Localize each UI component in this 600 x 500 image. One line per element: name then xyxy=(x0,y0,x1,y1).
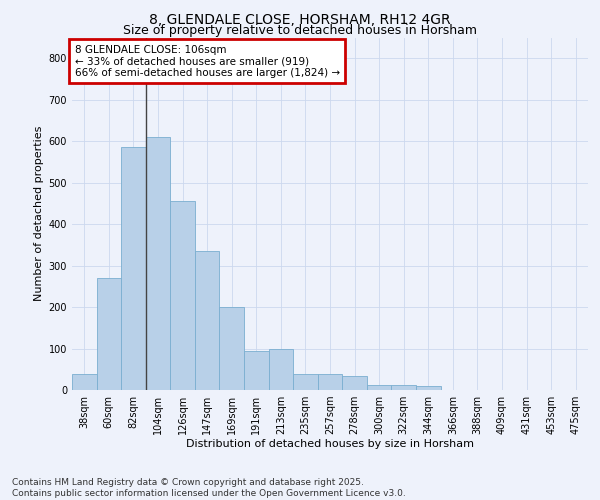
Bar xyxy=(244,352,269,390)
Bar xyxy=(318,374,342,390)
Bar xyxy=(342,376,367,390)
Bar xyxy=(146,137,170,390)
Y-axis label: Number of detached properties: Number of detached properties xyxy=(34,126,44,302)
Bar xyxy=(367,385,391,390)
X-axis label: Distribution of detached houses by size in Horsham: Distribution of detached houses by size … xyxy=(186,438,474,448)
Text: 8 GLENDALE CLOSE: 106sqm
← 33% of detached houses are smaller (919)
66% of semi-: 8 GLENDALE CLOSE: 106sqm ← 33% of detach… xyxy=(74,44,340,78)
Bar xyxy=(97,278,121,390)
Bar xyxy=(293,374,318,390)
Bar xyxy=(220,307,244,390)
Text: Size of property relative to detached houses in Horsham: Size of property relative to detached ho… xyxy=(123,24,477,37)
Bar xyxy=(195,251,220,390)
Bar xyxy=(121,148,146,390)
Text: 8, GLENDALE CLOSE, HORSHAM, RH12 4GR: 8, GLENDALE CLOSE, HORSHAM, RH12 4GR xyxy=(149,12,451,26)
Bar xyxy=(269,348,293,390)
Bar xyxy=(72,374,97,390)
Bar xyxy=(391,385,416,390)
Text: Contains HM Land Registry data © Crown copyright and database right 2025.
Contai: Contains HM Land Registry data © Crown c… xyxy=(12,478,406,498)
Bar xyxy=(170,202,195,390)
Bar xyxy=(416,386,440,390)
